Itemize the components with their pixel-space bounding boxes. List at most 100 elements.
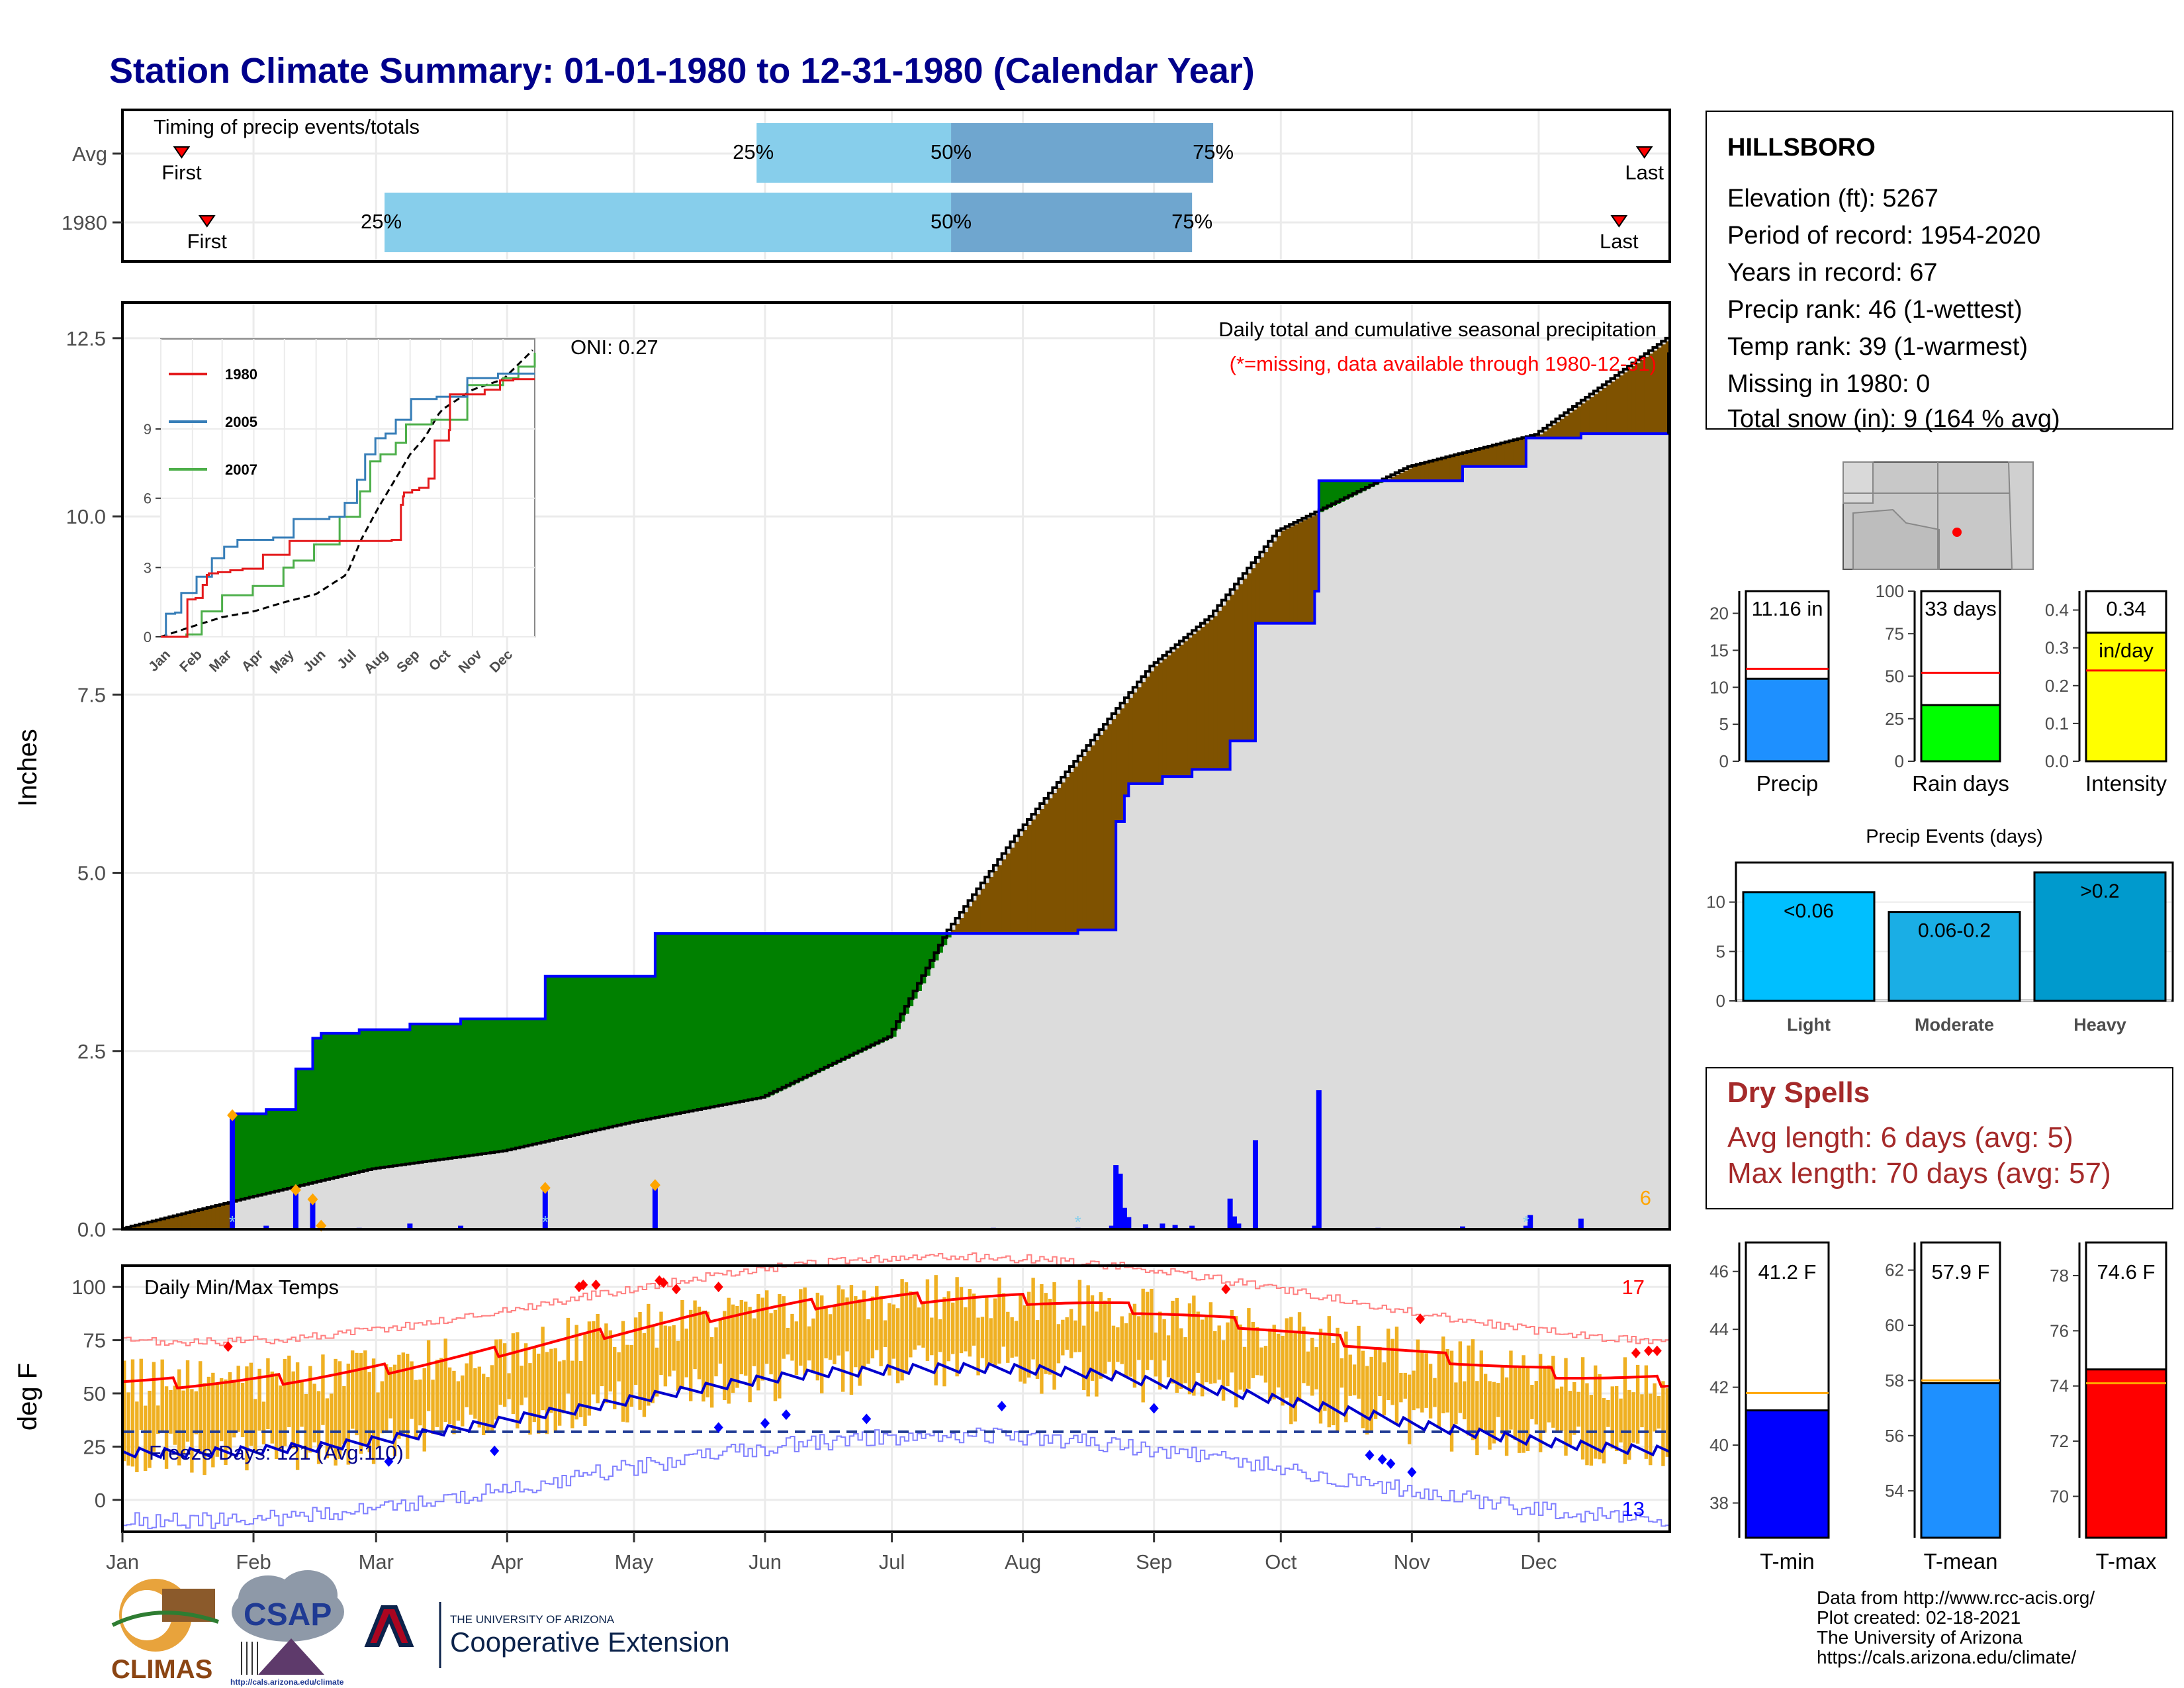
above-average-fill [693, 933, 698, 1111]
station-precip-rank: Precip rank: 46 (1-wettest) [1727, 296, 2023, 324]
value-bar [1745, 1409, 1830, 1539]
daily-temp-range-bar [727, 1297, 731, 1404]
daily-temp-range-bar [363, 1350, 367, 1446]
daily-temp-range-bar [1428, 1364, 1433, 1419]
events-tick-label: 5 [1716, 941, 1725, 961]
daily-temp-range-bar [1162, 1319, 1166, 1361]
above-average-fill [283, 1109, 288, 1191]
month-label: Aug [1005, 1550, 1041, 1573]
daily-temp-range-bar [1572, 1382, 1576, 1435]
daily-precip-bar [1113, 1165, 1119, 1229]
missing-marker: * [542, 1212, 549, 1232]
value-bar [1745, 677, 1830, 763]
daily-temp-range-bar [1145, 1291, 1150, 1370]
below-average-fill [1040, 808, 1045, 934]
daily-temp-range-bar [219, 1378, 224, 1442]
daily-temp-range-bar [1010, 1317, 1014, 1358]
daily-temp-range-bar [511, 1333, 516, 1415]
station-period: Period of record: 1954-2020 [1727, 222, 2040, 250]
tick-label: 38 [1709, 1493, 1729, 1513]
tick-label: 20 [1709, 604, 1729, 624]
above-average-fill [879, 933, 884, 1043]
month-label: Dec [1520, 1550, 1557, 1573]
daily-temp-range-bar [240, 1383, 245, 1438]
footer-line-university: The University of Arizona [1817, 1627, 2023, 1648]
above-average-fill [557, 976, 563, 1140]
above-average-fill [486, 1019, 491, 1154]
precip-tick-label: 7.5 [77, 683, 106, 706]
daily-precip-bar [1227, 1198, 1233, 1229]
daily-temp-range-bar [469, 1351, 473, 1415]
tick-label: 40 [1709, 1435, 1729, 1455]
above-average-fill [752, 933, 757, 1100]
daily-temp-range-bar [1196, 1311, 1200, 1373]
above-average-fill [270, 1109, 275, 1194]
daily-temp-range-bar [697, 1306, 702, 1380]
daily-temp-range-bar [1128, 1313, 1132, 1377]
daily-temp-range-bar [1293, 1333, 1297, 1422]
above-average-fill [363, 1029, 369, 1172]
daily-temp-range-bar [283, 1358, 287, 1446]
event-bar [1742, 891, 1876, 1002]
daily-temp-range-bar [604, 1323, 608, 1403]
daily-temp-range-bar [206, 1376, 211, 1451]
snow-day-marker [307, 1193, 318, 1205]
above-average-fill [613, 976, 617, 1127]
x-axis-label: Intensity [2085, 771, 2167, 796]
daily-temp-range-bar [1488, 1381, 1492, 1450]
above-average-fill [342, 1033, 347, 1177]
above-average-fill [562, 976, 567, 1139]
below-average-fill [951, 929, 956, 934]
locator-map [1843, 461, 2034, 570]
daily-temp-range-bar [680, 1299, 684, 1388]
daily-temp-range-bar [891, 1304, 896, 1359]
below-average-fill [1589, 397, 1594, 434]
daily-temp-range-bar [845, 1297, 849, 1352]
below-average-fill [1221, 605, 1226, 770]
month-label: Sep [1136, 1550, 1172, 1573]
above-average-fill [629, 976, 635, 1123]
above-average-fill [1361, 481, 1366, 492]
temp-y-axis-label: deg F [13, 1363, 42, 1430]
x-axis-label: T-mean [1924, 1549, 1998, 1573]
below-average-fill [1217, 610, 1222, 770]
below-average-fill [1056, 788, 1062, 934]
below-average-fill [156, 1221, 161, 1229]
below-average-fill [135, 1226, 140, 1229]
daily-temp-range-bar [1044, 1293, 1048, 1374]
daily-temp-range-bar [397, 1354, 401, 1439]
below-average-fill [1095, 740, 1100, 930]
daily-temp-range-bar [1433, 1378, 1437, 1407]
daily-temp-range-bar [152, 1362, 156, 1452]
station-info-box: HILLSBORO Elevation (ft): 5267 Period of… [1706, 111, 2173, 433]
below-average-fill [1035, 814, 1040, 934]
daily-temp-range-bar [169, 1389, 173, 1434]
above-average-fill [355, 1033, 360, 1174]
below-average-fill [190, 1212, 195, 1229]
above-average-fill [330, 1033, 334, 1180]
daily-temp-range-bar [925, 1279, 930, 1361]
daily-temp-range-bar [866, 1319, 870, 1364]
below-average-fill [1657, 347, 1662, 434]
daily-temp-range-bar [862, 1290, 866, 1368]
timing-marker-label: Last [1625, 161, 1664, 184]
average-min-temp-line [122, 1362, 1670, 1460]
above-average-fill [253, 1113, 259, 1197]
daily-temp-range-bar [1500, 1366, 1504, 1434]
daily-temp-range-bar [769, 1313, 773, 1375]
daily-temp-range-bar [160, 1359, 164, 1433]
precip-tick-label: 0.0 [77, 1218, 106, 1241]
daily-temp-range-bar [1365, 1366, 1369, 1435]
above-average-fill [854, 933, 859, 1055]
daily-temp-range-bar [1407, 1374, 1412, 1444]
below-average-fill [1403, 470, 1408, 481]
below-average-fill [1145, 677, 1150, 784]
daily-temp-range-bar [232, 1380, 236, 1438]
below-average-fill [1644, 356, 1649, 434]
daily-temp-range-bar [380, 1381, 385, 1434]
daily-temp-range-bar [346, 1363, 350, 1465]
tick-label: 74 [2050, 1376, 2069, 1396]
daily-temp-range-bar [1522, 1355, 1525, 1453]
daily-temp-range-bar [401, 1352, 406, 1436]
daily-temp-range-bar [629, 1344, 633, 1407]
